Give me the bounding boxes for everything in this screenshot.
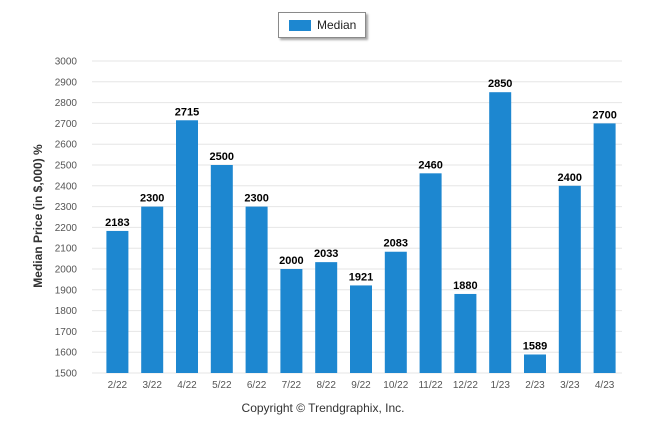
y-tick-label: 2700 <box>55 119 78 130</box>
bar[interactable] <box>245 206 268 373</box>
data-label: 2715 <box>175 106 199 118</box>
data-label: 2083 <box>384 238 408 250</box>
bar[interactable] <box>384 251 407 373</box>
y-tick-label: 3000 <box>55 57 78 68</box>
x-tick-label: 12/22 <box>453 380 478 391</box>
y-tick-label: 1600 <box>55 348 78 359</box>
x-tick-label: 1/23 <box>490 380 510 391</box>
y-tick-label: 1800 <box>55 306 78 317</box>
bar[interactable] <box>280 269 303 373</box>
x-tick-label: 4/22 <box>177 380 197 391</box>
data-label: 1880 <box>453 280 477 292</box>
y-tick-label: 2900 <box>55 77 78 88</box>
y-axis-ticks: 1500 1600 1700 1800 1900 2000 2100 2200 2300 2400… <box>55 57 78 380</box>
bar[interactable] <box>454 293 477 373</box>
y-tick-label: 2000 <box>55 265 78 276</box>
x-tick-label: 9/22 <box>351 380 371 391</box>
y-tick-label: 2400 <box>55 181 78 192</box>
y-tick-label: 1500 <box>55 369 78 380</box>
data-label: 2850 <box>488 78 512 90</box>
y-tick-label: 2500 <box>55 161 78 172</box>
data-label: 2300 <box>140 193 164 205</box>
x-tick-label: 7/22 <box>282 380 302 391</box>
x-tick-label: 8/22 <box>316 380 336 391</box>
x-tick-label: 4/23 <box>595 380 615 391</box>
data-label: 2700 <box>592 109 616 121</box>
bar[interactable] <box>315 262 338 373</box>
bars <box>106 92 616 374</box>
data-label: 2183 <box>105 217 129 229</box>
data-label: 2000 <box>279 255 303 267</box>
copyright-text: Copyright © Trendgraphix, Inc. <box>241 401 405 415</box>
x-tick-label: 2/22 <box>108 380 128 391</box>
data-label: 2300 <box>244 193 268 205</box>
bar[interactable] <box>210 165 233 373</box>
y-tick-label: 1700 <box>55 327 78 338</box>
x-tick-label: 3/22 <box>142 380 162 391</box>
x-tick-label: 10/22 <box>383 380 408 391</box>
bar[interactable] <box>419 173 442 373</box>
y-tick-label: 2600 <box>55 140 78 151</box>
data-label: 1589 <box>523 340 547 352</box>
y-axis-label: Median Price (in $,000) % <box>31 144 45 288</box>
data-label: 2500 <box>210 151 234 163</box>
x-tick-label: 5/22 <box>212 380 232 391</box>
x-tick-label: 3/23 <box>560 380 580 391</box>
y-tick-label: 2100 <box>55 244 78 255</box>
data-label: 2460 <box>418 159 442 171</box>
bar[interactable] <box>176 120 198 373</box>
bar[interactable] <box>524 354 546 373</box>
data-label: 1921 <box>349 271 373 283</box>
bar[interactable] <box>350 285 372 373</box>
x-tick-label: 6/22 <box>247 380 267 391</box>
y-tick-label: 2800 <box>55 98 78 109</box>
y-tick-label: 1900 <box>55 285 78 296</box>
y-tick-label: 2300 <box>55 202 78 213</box>
bar[interactable] <box>558 185 581 373</box>
bar[interactable] <box>141 206 164 373</box>
y-tick-label: 2200 <box>55 223 78 234</box>
legend[interactable]: Median <box>278 12 366 38</box>
legend-label: Median <box>317 18 357 32</box>
x-axis-ticks: 2/22 3/22 4/22 5/22 6/22 7/22 8/22 9/22 10/22 11/… <box>108 380 615 391</box>
data-label: 2400 <box>558 172 582 184</box>
bar[interactable] <box>106 230 129 373</box>
x-tick-label: 11/22 <box>418 380 443 391</box>
x-tick-label: 2/23 <box>525 380 545 391</box>
data-labels: 2183 2300 2715 2500 2300 2000 2033 1921 2083 2460… <box>105 78 617 352</box>
bar[interactable] <box>593 123 616 374</box>
data-label: 2033 <box>314 248 338 260</box>
bar[interactable] <box>489 92 512 373</box>
legend-swatch <box>289 19 311 31</box>
